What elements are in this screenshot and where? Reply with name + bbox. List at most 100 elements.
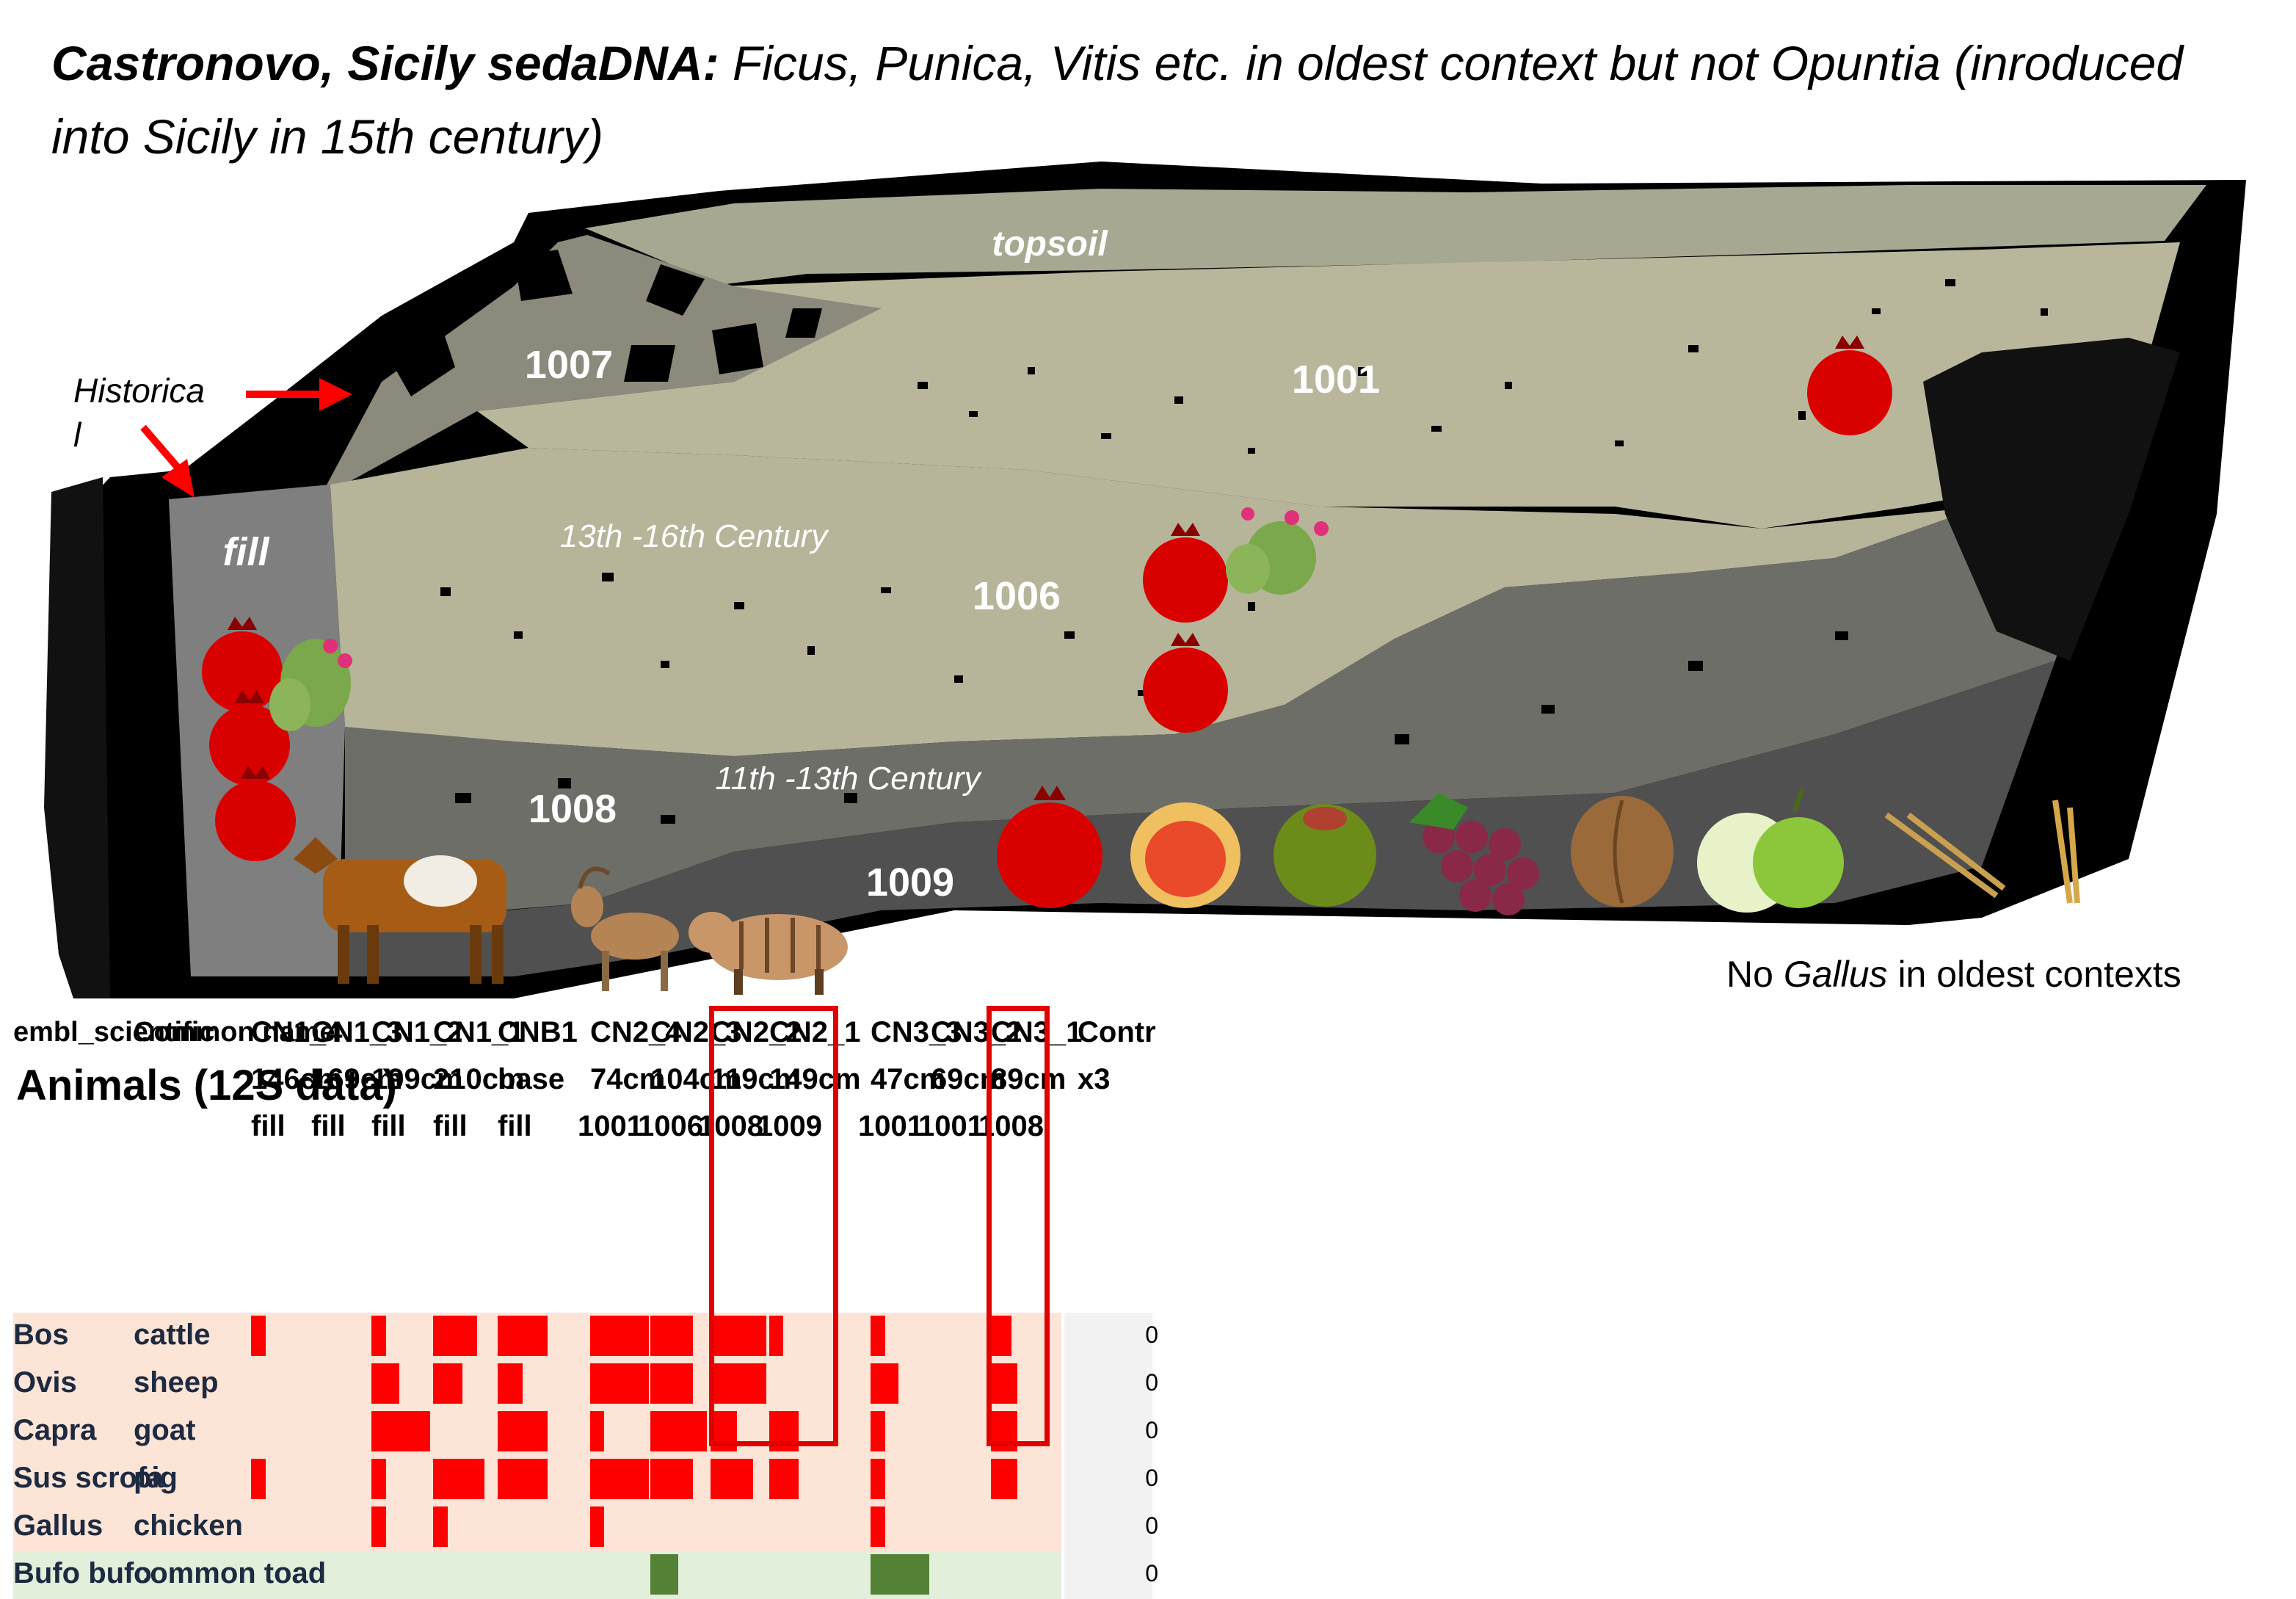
sample-context-CN1_4: fill — [251, 1110, 286, 1142]
bar-0-CN3_3 — [871, 1316, 885, 1356]
cattle-icon — [294, 837, 506, 984]
bar-1-CN2_3 — [650, 1363, 693, 1404]
bar-1-CN3_3 — [871, 1363, 898, 1404]
sample-context-CN2_3: 1006 — [638, 1110, 703, 1142]
wheat-icon — [1884, 812, 2006, 899]
sample-depth-CN2_1: 149cm — [769, 1063, 861, 1095]
sample-id-CN3_2: CN3_2 — [931, 1016, 1022, 1048]
historical-label: Historica — [73, 371, 205, 410]
bar-3-CN3_1 — [991, 1459, 1017, 1499]
row-scientific-2: Capra — [13, 1414, 97, 1446]
right-boulder — [1923, 338, 2180, 661]
label-topsoil: topsoil — [992, 225, 1108, 264]
row-control-1: 0 — [1145, 1369, 1158, 1396]
pomegranate-icon — [215, 766, 296, 861]
bar-0-CNB1 — [498, 1316, 548, 1356]
sample-context-CN3_3: 1001 — [858, 1110, 923, 1142]
century-13-16: 13th -16th Century — [560, 518, 829, 554]
sample-context-CN2_1: 1009 — [757, 1110, 822, 1142]
bar-3-CN1_4 — [251, 1459, 266, 1499]
bar-1-CN1_1 — [433, 1363, 462, 1404]
label-1001: 1001 — [1292, 358, 1380, 402]
pomegranate-icon — [1143, 633, 1228, 733]
pomegranate-icon — [202, 617, 283, 712]
sample-context-CN1_2: fill — [371, 1110, 406, 1142]
sample-depth-CN1_3: 169cm — [311, 1063, 403, 1095]
bar-0-CN2_4 — [590, 1316, 649, 1356]
sample-depth-CN1_4: 146cm — [251, 1063, 343, 1095]
row-common-5: common toad — [134, 1557, 327, 1589]
bar-4-CN3_3 — [871, 1506, 885, 1547]
pomegranate-icon — [209, 690, 290, 786]
olive-icon — [1274, 804, 1376, 907]
bar-3-CN1_2 — [371, 1459, 386, 1499]
row-control-2: 0 — [1145, 1417, 1158, 1443]
bar-4-CN1_2 — [371, 1506, 386, 1547]
col-header-scientific: embl_scientific — [13, 1017, 215, 1048]
layer-1001 — [477, 242, 2180, 529]
bar-0-CN1_4 — [251, 1316, 266, 1356]
sample-id-CN1_2: CN1_2 — [371, 1016, 463, 1048]
bar-2-CN2_4 — [590, 1411, 604, 1451]
bar-1-CN2_4 — [590, 1363, 649, 1404]
goat-icon — [571, 866, 679, 991]
title-bold: Castronovo, Sicily sedaDNA: — [51, 36, 719, 90]
barley-icon — [2052, 800, 2080, 904]
stratigraphy-diagram: topsoil 1007 1001 fill 1006 1008 1009 13… — [44, 162, 2246, 998]
sample-id-CN1_4: CN1_4 — [251, 1016, 343, 1048]
footnote-suffix: in oldest contexts — [1887, 954, 2181, 995]
pomegranate-icon — [1807, 336, 1892, 435]
row-control-3: 0 — [1145, 1465, 1158, 1491]
sample-depth-CNB1: base — [498, 1063, 565, 1095]
footnote-no-gallus: No Gallus in oldest contexts — [1726, 953, 2181, 996]
highlight-box-cn3 — [987, 1006, 1050, 1446]
bar-2-CN1_2 — [371, 1411, 430, 1451]
bar-3-CN1_1 — [433, 1459, 484, 1499]
sample-id-CN1_1: CN1_1 — [433, 1016, 525, 1048]
bar-3-CNB1 — [498, 1459, 548, 1499]
label-1009: 1009 — [866, 860, 954, 904]
bar-4-CN2_4 — [590, 1506, 604, 1547]
bar-2-CNB1 — [498, 1411, 548, 1451]
sample-id-CN2_1: CN2_1 — [769, 1016, 861, 1048]
bar-4-CN1_1 — [433, 1506, 448, 1547]
row-control-5: 0 — [1145, 1560, 1158, 1587]
label-1006: 1006 — [973, 574, 1061, 618]
walnut-icon — [1571, 796, 1674, 907]
bar-3-CN2_1 — [769, 1459, 799, 1499]
bar-1-CN3_1 — [991, 1363, 1017, 1404]
sample-depth-CN1_2: 199cm — [371, 1063, 463, 1095]
row-scientific-1: Ovis — [13, 1366, 77, 1399]
row-common-4: chicken — [134, 1509, 243, 1542]
row-scientific-0: Bos — [13, 1319, 69, 1351]
row-control-0: 0 — [1145, 1321, 1158, 1348]
bar-1-CN2_2 — [711, 1363, 766, 1404]
left-wall — [44, 477, 110, 998]
sample-id-CNB1: CNB1 — [498, 1016, 578, 1048]
label-1008: 1008 — [528, 787, 617, 831]
sediment-speckles — [440, 279, 2048, 824]
sample-depth-CN3_2: 69cm — [931, 1063, 1006, 1095]
sample-context-CN1_3: fill — [311, 1110, 346, 1142]
century-11-13: 11th -13th Century — [715, 761, 982, 797]
row-common-0: cattle — [134, 1319, 211, 1351]
fig-icon — [1130, 802, 1240, 908]
row-scientific-4: Gallus — [13, 1509, 103, 1542]
sample-context-CN2_4: 1001 — [578, 1110, 643, 1142]
sample-depth-CN2_4: 74cm — [590, 1063, 666, 1095]
bar-0-CN2_3 — [650, 1316, 693, 1356]
sample-id-CN2_2: CN2_2 — [711, 1016, 802, 1048]
col-header-common: Common name — [134, 1017, 335, 1048]
bar-3-CN2_4 — [590, 1459, 649, 1499]
topsoil-layer — [574, 182, 2212, 289]
control-depth: x3 — [1078, 1063, 1111, 1095]
bar-0-CN2_1 — [769, 1316, 783, 1356]
bar-5-CN3_3 — [871, 1554, 929, 1595]
prickly-pear-icon — [269, 639, 352, 731]
bar-0-CN1_2 — [371, 1316, 386, 1356]
bar-5-CN2_3 — [650, 1554, 678, 1595]
bar-0-CN2_2 — [711, 1316, 766, 1356]
row-scientific-5: Bufo bufo — [13, 1557, 152, 1589]
sample-id-CN3_1: CN3_1 — [991, 1016, 1083, 1048]
row-common-2: goat — [134, 1414, 196, 1446]
